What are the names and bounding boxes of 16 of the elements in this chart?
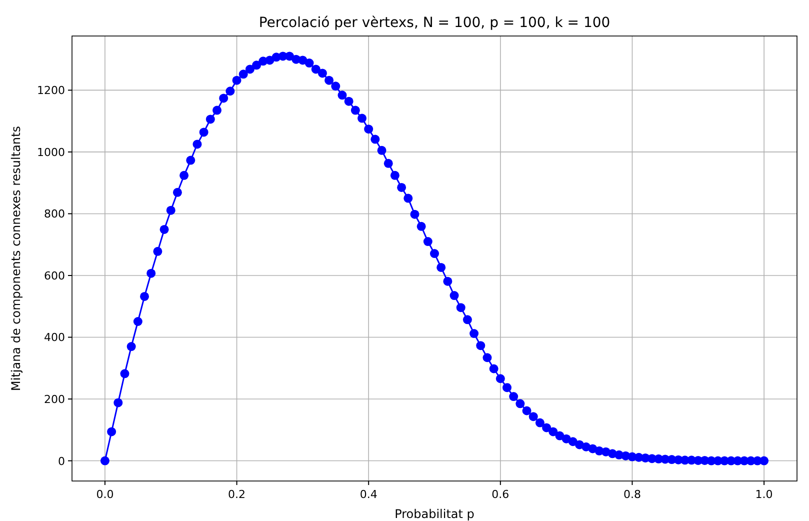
y-tick-label: 600: [44, 269, 65, 282]
y-tick-label: 1000: [37, 146, 65, 159]
chart-title: Percolació per vèrtexs, N = 100, p = 100, k = 100: [258, 15, 610, 31]
y-tick-label: 1200: [37, 84, 65, 98]
y-tick-label: 400: [44, 331, 65, 344]
y-tick-label: 200: [44, 393, 65, 406]
y-tick-label: 800: [44, 208, 65, 221]
x-tick-label: 0.6: [492, 488, 510, 501]
x-tick-label: 1.0: [755, 488, 773, 501]
x-axis-title: Probabilitat p: [394, 507, 474, 521]
x-tick-label: 0.4: [360, 488, 378, 501]
y-axis-title: Mitjana de components connexes resultants: [9, 126, 23, 391]
y-tick-label: 0: [58, 454, 65, 468]
x-tick-label: 0.0: [96, 488, 114, 501]
x-tick-label: 0.8: [623, 488, 641, 501]
x-tick-label: 0.2: [228, 488, 246, 501]
